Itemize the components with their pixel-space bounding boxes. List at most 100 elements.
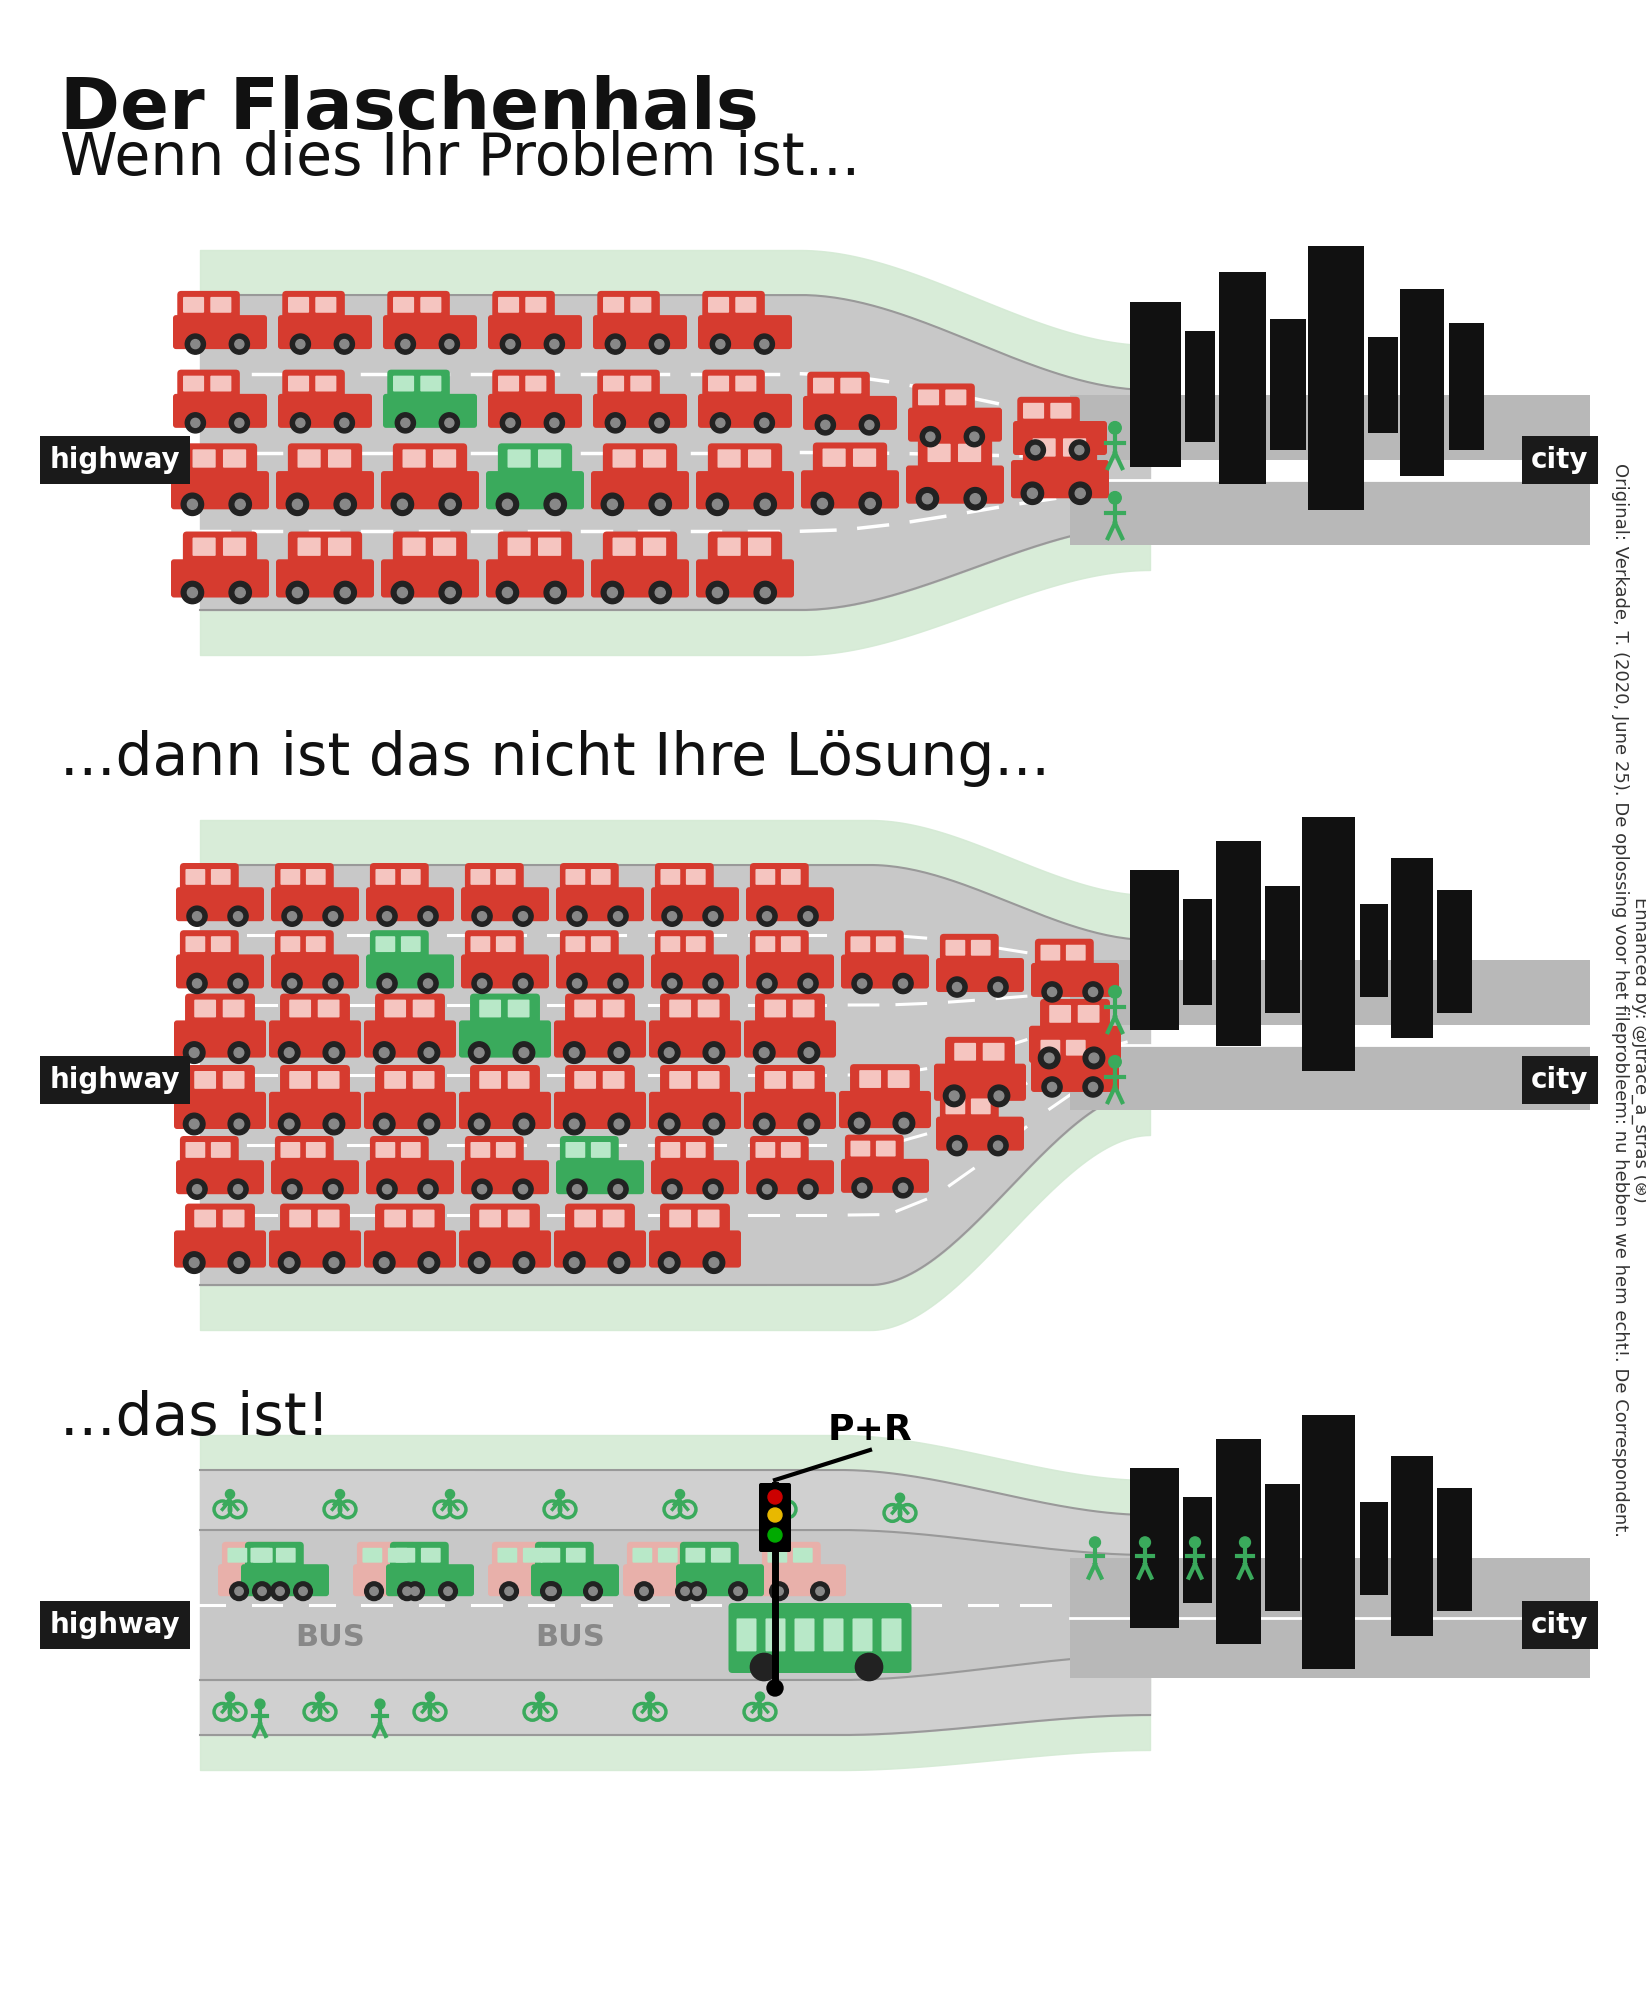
Circle shape bbox=[899, 978, 907, 988]
Circle shape bbox=[329, 1258, 339, 1268]
Circle shape bbox=[281, 974, 303, 994]
FancyBboxPatch shape bbox=[756, 1066, 825, 1102]
Circle shape bbox=[668, 1184, 677, 1194]
FancyBboxPatch shape bbox=[905, 466, 1004, 504]
Bar bbox=[1185, 332, 1215, 396]
FancyBboxPatch shape bbox=[736, 376, 757, 392]
Circle shape bbox=[395, 412, 415, 432]
FancyBboxPatch shape bbox=[240, 1564, 329, 1596]
Text: BUS: BUS bbox=[535, 1624, 604, 1652]
Circle shape bbox=[606, 334, 625, 354]
Circle shape bbox=[754, 412, 774, 432]
FancyBboxPatch shape bbox=[357, 1542, 416, 1574]
FancyBboxPatch shape bbox=[698, 1210, 719, 1228]
Circle shape bbox=[477, 912, 487, 920]
Circle shape bbox=[339, 340, 349, 348]
Bar bbox=[1360, 1558, 1388, 1594]
FancyBboxPatch shape bbox=[602, 1000, 624, 1018]
Circle shape bbox=[189, 1048, 199, 1058]
Circle shape bbox=[423, 1184, 433, 1194]
Circle shape bbox=[550, 340, 560, 348]
FancyBboxPatch shape bbox=[698, 1072, 719, 1088]
Circle shape bbox=[418, 1042, 439, 1064]
Circle shape bbox=[323, 906, 342, 926]
FancyBboxPatch shape bbox=[574, 1000, 596, 1018]
FancyBboxPatch shape bbox=[384, 394, 477, 428]
FancyBboxPatch shape bbox=[940, 934, 999, 968]
Circle shape bbox=[703, 1180, 723, 1200]
FancyBboxPatch shape bbox=[275, 864, 334, 896]
Circle shape bbox=[803, 1120, 813, 1128]
Circle shape bbox=[377, 974, 397, 994]
Text: city: city bbox=[1531, 446, 1588, 474]
Circle shape bbox=[392, 582, 413, 604]
FancyBboxPatch shape bbox=[540, 1548, 560, 1562]
Circle shape bbox=[614, 912, 622, 920]
Circle shape bbox=[803, 1184, 813, 1194]
FancyBboxPatch shape bbox=[945, 1036, 1016, 1074]
Circle shape bbox=[323, 1042, 344, 1064]
Circle shape bbox=[943, 1086, 965, 1106]
FancyBboxPatch shape bbox=[479, 1000, 500, 1018]
FancyBboxPatch shape bbox=[560, 930, 619, 964]
Circle shape bbox=[994, 1090, 1004, 1100]
Bar bbox=[1266, 960, 1300, 1014]
FancyBboxPatch shape bbox=[222, 1542, 281, 1574]
Bar bbox=[1131, 960, 1179, 1030]
FancyBboxPatch shape bbox=[756, 868, 775, 884]
FancyBboxPatch shape bbox=[718, 538, 741, 556]
Circle shape bbox=[377, 1180, 397, 1200]
FancyBboxPatch shape bbox=[375, 994, 444, 1030]
Circle shape bbox=[514, 1042, 535, 1064]
FancyBboxPatch shape bbox=[420, 296, 441, 312]
Circle shape bbox=[665, 1120, 675, 1128]
Circle shape bbox=[395, 334, 415, 354]
FancyBboxPatch shape bbox=[853, 1618, 872, 1652]
Circle shape bbox=[703, 1042, 724, 1064]
Circle shape bbox=[1027, 488, 1037, 498]
Bar bbox=[1185, 396, 1215, 442]
Circle shape bbox=[920, 426, 940, 446]
Circle shape bbox=[611, 418, 621, 428]
Circle shape bbox=[469, 1252, 491, 1274]
FancyBboxPatch shape bbox=[352, 1564, 441, 1596]
FancyBboxPatch shape bbox=[306, 1142, 326, 1158]
Bar bbox=[1070, 1044, 1590, 1110]
FancyBboxPatch shape bbox=[759, 1484, 792, 1552]
FancyBboxPatch shape bbox=[685, 1548, 704, 1562]
Circle shape bbox=[229, 334, 250, 354]
Circle shape bbox=[566, 1180, 588, 1200]
FancyBboxPatch shape bbox=[556, 1160, 644, 1194]
FancyBboxPatch shape bbox=[471, 994, 540, 1030]
Circle shape bbox=[183, 1252, 206, 1274]
Circle shape bbox=[566, 906, 588, 926]
FancyBboxPatch shape bbox=[655, 1136, 714, 1170]
FancyBboxPatch shape bbox=[402, 868, 421, 884]
Circle shape bbox=[649, 412, 670, 432]
FancyBboxPatch shape bbox=[281, 370, 346, 402]
Circle shape bbox=[816, 1586, 825, 1596]
Bar bbox=[1216, 960, 1261, 1046]
Circle shape bbox=[1090, 1054, 1100, 1062]
FancyBboxPatch shape bbox=[375, 1204, 444, 1240]
FancyBboxPatch shape bbox=[912, 384, 974, 416]
Circle shape bbox=[278, 1252, 300, 1274]
FancyBboxPatch shape bbox=[813, 378, 835, 394]
Circle shape bbox=[607, 1114, 630, 1134]
Circle shape bbox=[854, 1118, 864, 1128]
FancyBboxPatch shape bbox=[602, 296, 624, 312]
Text: ...das ist!: ...das ist! bbox=[59, 1390, 329, 1448]
Circle shape bbox=[922, 494, 932, 504]
Circle shape bbox=[1139, 1536, 1151, 1548]
Circle shape bbox=[917, 488, 938, 510]
FancyBboxPatch shape bbox=[1035, 1034, 1093, 1066]
Circle shape bbox=[655, 340, 663, 348]
FancyBboxPatch shape bbox=[756, 936, 775, 952]
Circle shape bbox=[535, 1692, 545, 1702]
Circle shape bbox=[397, 588, 408, 598]
FancyBboxPatch shape bbox=[290, 1000, 311, 1018]
FancyBboxPatch shape bbox=[698, 1000, 719, 1018]
Circle shape bbox=[988, 1136, 1007, 1156]
Circle shape bbox=[611, 340, 621, 348]
Circle shape bbox=[278, 1042, 300, 1064]
